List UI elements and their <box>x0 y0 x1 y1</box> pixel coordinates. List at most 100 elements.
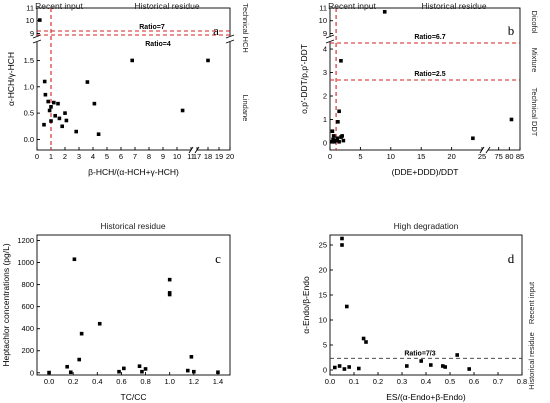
data-point-d <box>419 359 423 363</box>
data-point-a <box>47 108 52 113</box>
y-axis-break-right-a <box>227 36 233 42</box>
data-point-c <box>140 369 144 374</box>
data-point-a <box>92 101 97 106</box>
panel-label-c: c <box>215 251 221 266</box>
x-tick-label-d: 0.2 <box>373 377 383 386</box>
y-tick-label-b: 3 <box>323 68 327 77</box>
data-point-d <box>455 353 459 357</box>
data-point-b <box>334 138 338 143</box>
x-tick-label-a: 1 <box>49 152 53 161</box>
x-tick-label-a: 10 <box>173 152 181 161</box>
y-axis-break-mark-right-a <box>225 34 235 44</box>
side-label-technical-ddt: Technical DDT <box>530 88 539 137</box>
data-point-a <box>49 105 53 109</box>
data-point-b <box>330 139 334 144</box>
data-point-d <box>441 364 445 368</box>
data-point-a <box>130 58 134 63</box>
y-axis-break-a <box>34 36 40 42</box>
data-point-c <box>137 364 142 368</box>
x-tick-label-a: 8 <box>147 152 151 161</box>
y-tick-label-d: 15 <box>319 291 327 300</box>
data-point-c <box>47 370 51 375</box>
data-point-b <box>337 139 341 144</box>
data-point-a <box>206 58 210 63</box>
x-tick-label-b: 0 <box>328 152 332 161</box>
data-point-b <box>332 139 337 144</box>
data-point-a <box>74 129 78 134</box>
y-tick-label-c: 600 <box>21 302 34 311</box>
plot-frame-b <box>329 7 521 151</box>
data-point-d <box>405 364 409 368</box>
data-point-c <box>192 369 196 374</box>
y-tick-label-b: 11 <box>319 4 327 13</box>
data-point-b <box>509 117 514 122</box>
data-point-d <box>357 366 361 371</box>
x-tick-label-d: 0.1 <box>349 377 359 386</box>
x-tick-label-c: 1.4 <box>213 377 223 386</box>
y-tick-label-a: 1.5 <box>24 56 34 65</box>
data-point-b <box>336 120 340 124</box>
x-tick-label-c: 0.0 <box>44 377 54 386</box>
x-tick-label-b: 85 <box>516 152 524 161</box>
data-point-c <box>65 364 69 369</box>
x-axis-label-a: β-HCH/(α-HCH+γ-HCH) <box>88 167 179 177</box>
side-label-mixture: Mixture <box>530 48 539 73</box>
data-point-b <box>337 109 341 114</box>
x-tick-label-c: 1.2 <box>189 377 199 386</box>
x-tick-label-b: 25 <box>478 152 486 161</box>
data-point-b <box>335 136 340 141</box>
y-axis-label-a: α-HCH/γ-HCH <box>6 52 16 106</box>
data-point-c <box>167 292 172 297</box>
data-point-d <box>347 365 351 369</box>
data-point-d <box>361 336 366 341</box>
data-point-b <box>339 58 343 63</box>
data-point-d <box>429 363 433 367</box>
data-point-b <box>331 137 335 142</box>
ratio-label-d: Ratio=7/3 <box>404 350 435 357</box>
y-tick-label-d: 5 <box>323 341 327 350</box>
x-tick-label-d: 0.5 <box>445 377 455 386</box>
data-point-a <box>53 113 57 118</box>
side-label-technical-hch: Technical HCH <box>241 3 250 53</box>
y-tick-label-a: 9 <box>30 29 34 38</box>
header-recent-input-a: Recent input <box>35 1 83 11</box>
data-point-d <box>443 365 447 369</box>
x-tick-label-a: 18 <box>204 152 212 161</box>
data-point-c <box>77 357 82 362</box>
ratio-label-a: Ratio=4 <box>145 41 171 48</box>
data-point-a <box>49 119 53 123</box>
header-recent-input-b: Recent input <box>328 1 376 11</box>
ratio-label-b: Ratio=2.5 <box>414 71 445 78</box>
header-historical-residue-c: Historical residue <box>100 221 165 231</box>
x-tick-label-b: 15 <box>417 152 425 161</box>
y-tick-label-b: 2 <box>323 92 327 101</box>
y-tick-label-d: 25 <box>319 241 327 250</box>
data-point-c <box>72 257 77 262</box>
x-tick-label-a: 3 <box>77 152 81 161</box>
data-point-a <box>60 124 64 129</box>
x-axis-break-a <box>191 147 197 153</box>
data-point-d <box>333 365 337 370</box>
data-point-b <box>330 129 335 134</box>
x-tick-label-a: 11 <box>187 152 195 161</box>
side-label-historical-residue-d: Historical residue <box>527 332 536 390</box>
y-tick-label-d: 10 <box>319 316 327 325</box>
x-axis-break-b <box>482 147 488 153</box>
x-tick-label-a: 2 <box>63 152 67 161</box>
y-tick-label-c: 1200 <box>17 236 34 245</box>
data-point-c <box>68 370 73 375</box>
x-tick-label-d: 0.3 <box>397 377 407 386</box>
y-tick-label-b: 4 <box>323 45 327 54</box>
data-point-a <box>180 108 185 113</box>
data-point-a <box>85 80 90 84</box>
y-tick-label-b: 1 <box>323 115 327 124</box>
data-point-a <box>52 100 56 105</box>
y-tick-label-c: 400 <box>21 324 34 333</box>
data-point-b <box>341 138 346 143</box>
data-point-a <box>64 118 69 123</box>
x-axis-label-d: ES/(α-Endo+β-Endo) <box>386 392 466 402</box>
panel-label-a: a <box>213 23 219 38</box>
x-tick-label-d: 0.8 <box>517 377 527 386</box>
